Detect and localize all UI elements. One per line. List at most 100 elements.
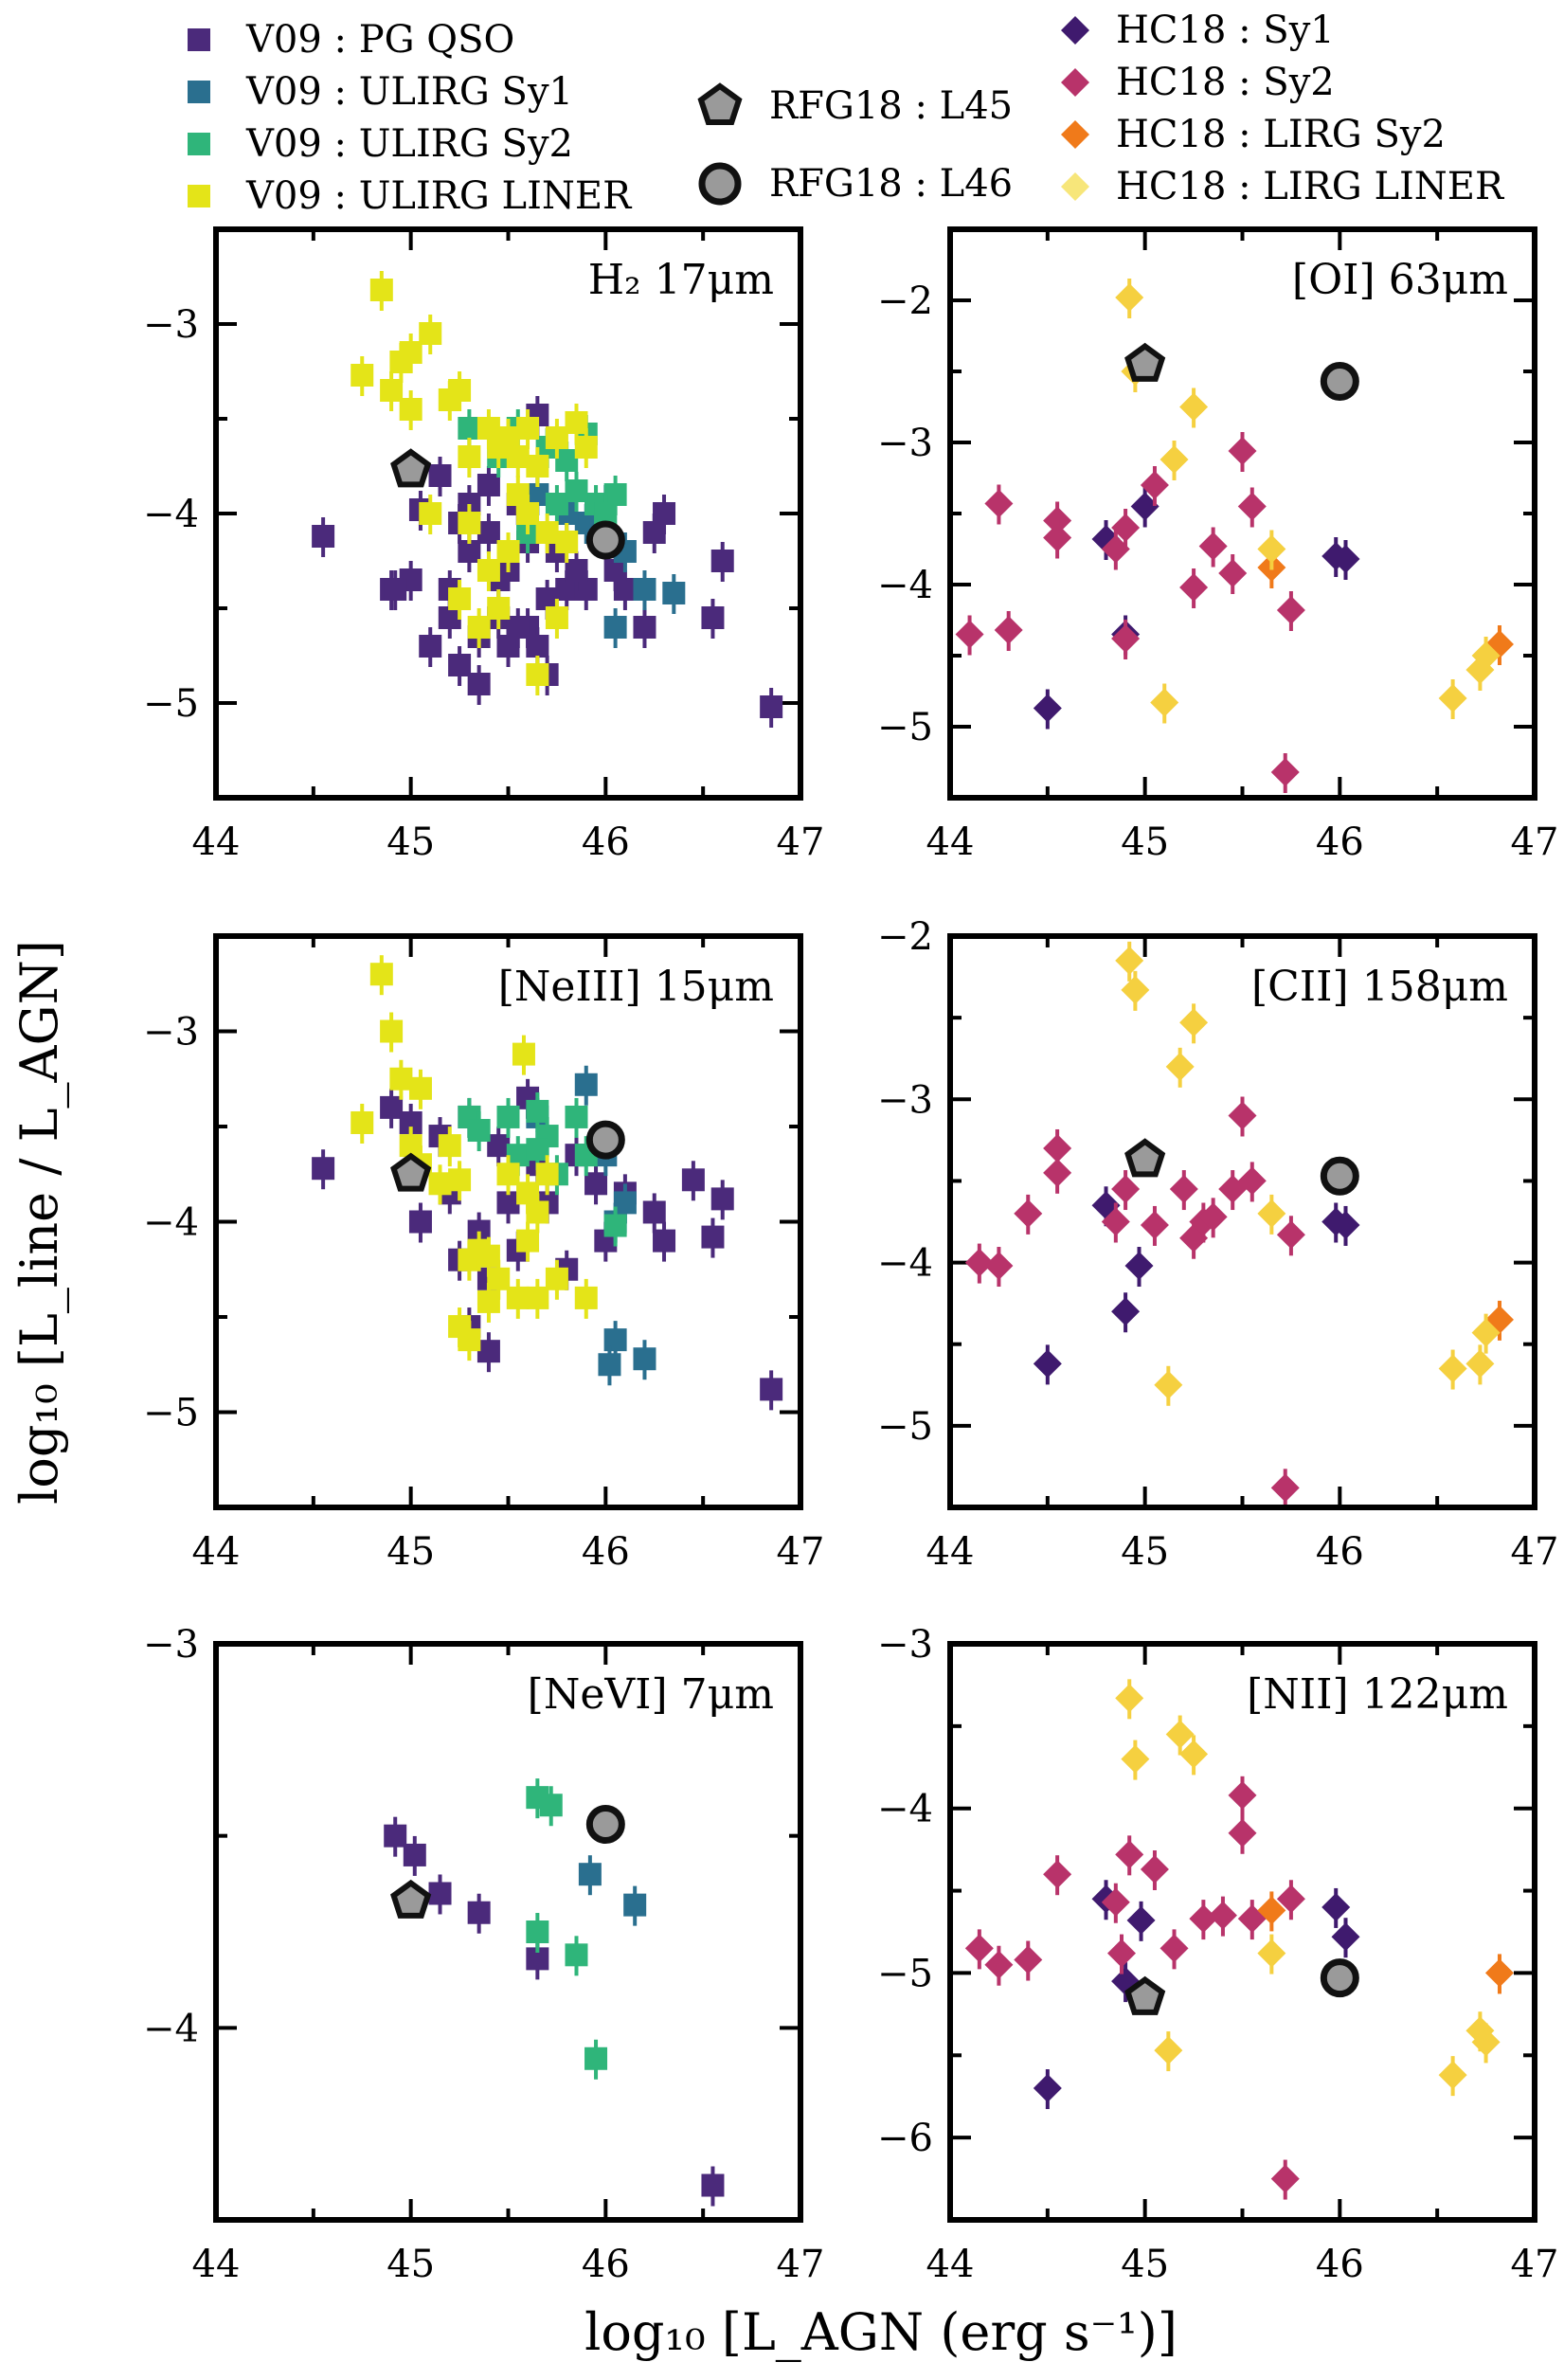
data-point — [1106, 1938, 1136, 1968]
data-point — [448, 654, 472, 676]
data-point — [585, 1120, 625, 1160]
data-point — [476, 559, 500, 582]
data-point — [448, 1315, 472, 1339]
data-point — [1124, 342, 1166, 382]
legend-label: V09 : ULIRG LINER — [245, 174, 633, 218]
data-point — [1043, 523, 1072, 552]
data-point — [476, 1289, 500, 1313]
data-point — [1321, 1892, 1351, 1921]
data-point — [545, 426, 568, 449]
data-point — [1160, 445, 1189, 474]
data-point — [1257, 1938, 1286, 1968]
data-point — [565, 479, 588, 502]
data-point — [506, 445, 530, 468]
data-point — [653, 502, 676, 525]
data-point — [1438, 1354, 1467, 1383]
x-tick-label: 45 — [1121, 820, 1169, 864]
data-point — [603, 616, 627, 639]
data-point — [516, 1229, 540, 1253]
legend-marker — [697, 82, 743, 125]
data-point — [312, 525, 335, 548]
x-tick-label: 47 — [1511, 2243, 1559, 2286]
data-point — [506, 483, 530, 506]
data-point — [1270, 1473, 1300, 1503]
data-point — [1320, 362, 1359, 401]
data-point — [584, 2046, 608, 2070]
y-tick-label: −3 — [143, 1011, 199, 1055]
data-point — [1484, 1958, 1514, 1988]
data-point — [584, 1172, 608, 1196]
y-tick-label: −5 — [143, 1392, 199, 1435]
legend-marker — [188, 185, 210, 207]
x-tick-label: 47 — [1511, 820, 1559, 864]
data-point — [1033, 2074, 1062, 2103]
legend-label: V09 : ULIRG Sy1 — [245, 70, 573, 114]
series — [390, 1152, 432, 1192]
series — [1320, 362, 1359, 401]
series — [1320, 1156, 1359, 1196]
data-point — [403, 1843, 426, 1866]
data-point — [487, 597, 511, 620]
data-point — [1331, 1210, 1360, 1239]
x-tick-label: 44 — [192, 820, 241, 864]
data-point — [448, 379, 472, 402]
panel-frame — [213, 1641, 803, 2223]
data-point — [496, 1105, 520, 1128]
legend-marker — [1061, 172, 1089, 201]
data-point — [1101, 1207, 1130, 1236]
data-point — [565, 411, 588, 434]
legend-label: HC18 : Sy2 — [1116, 61, 1335, 104]
data-point — [574, 1073, 598, 1096]
data-point — [390, 1152, 432, 1192]
data-point — [1320, 1156, 1359, 1196]
y-tick-label: −3 — [143, 303, 199, 347]
data-point — [399, 341, 422, 364]
data-point — [964, 1248, 994, 1277]
data-point — [1218, 559, 1248, 587]
panel-frame — [947, 1641, 1537, 2223]
data-point — [1471, 641, 1501, 670]
x-tick-label: 44 — [192, 2243, 241, 2286]
panel: 44 45 46 47 −3 −4 [NeVI] 7μm — [143, 1623, 824, 2286]
data-point — [512, 1042, 535, 1066]
data-point — [565, 559, 588, 582]
data-point — [1228, 1780, 1257, 1810]
data-point — [1438, 684, 1467, 712]
x-tick-label: 45 — [387, 820, 435, 864]
panel-frame — [213, 226, 803, 801]
x-tick-label: 46 — [1316, 820, 1364, 864]
data-point — [653, 1229, 676, 1253]
x-tick-label: 47 — [1511, 1530, 1559, 1574]
legend-marker — [1061, 68, 1089, 97]
data-point — [1228, 1818, 1257, 1848]
y-tick-label: −4 — [877, 1788, 933, 1831]
data-point — [1154, 1370, 1183, 1399]
data-point — [526, 635, 549, 658]
data-point — [1111, 1175, 1141, 1204]
data-point — [1198, 532, 1228, 561]
legend-label: V09 : ULIRG Sy2 — [245, 122, 573, 166]
series — [585, 1120, 625, 1160]
data-point — [633, 616, 656, 639]
data-point — [467, 1119, 491, 1143]
data-point — [1043, 1158, 1072, 1187]
data-point — [526, 1200, 549, 1224]
data-point — [516, 417, 540, 440]
series — [1115, 941, 1501, 1406]
series — [384, 1816, 725, 2207]
data-point — [1150, 688, 1179, 717]
panel-frame — [947, 933, 1537, 1510]
data-point — [476, 521, 500, 544]
data-point — [1179, 573, 1209, 602]
x-tick-label: 47 — [777, 820, 825, 864]
data-point — [1228, 1101, 1257, 1130]
data-point — [419, 502, 442, 525]
panel-title: H₂ 17μm — [588, 256, 774, 304]
series — [1033, 1186, 1360, 1385]
data-point — [578, 1863, 602, 1886]
data-point — [1276, 596, 1305, 624]
data-point — [760, 1378, 783, 1401]
data-point — [964, 1934, 994, 1963]
legend-label: V09 : PG QSO — [245, 18, 514, 62]
